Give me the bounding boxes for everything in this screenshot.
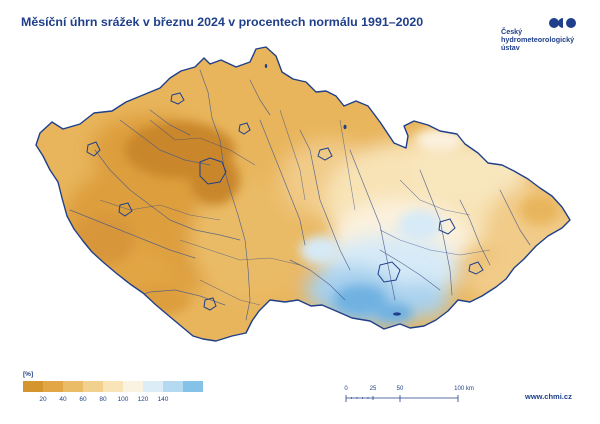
legend-tick-label: 60 [79, 396, 87, 403]
legend-swatch [103, 381, 123, 392]
logo-line: hydrometeorologický [501, 35, 575, 44]
chmi-logo-icon [549, 18, 576, 28]
chmi-logo: Český hydrometeorologický ústav [501, 16, 585, 52]
logo-line: Český [501, 27, 523, 36]
logo-line: ústav [501, 43, 520, 52]
legend-swatch [43, 381, 63, 392]
legend-swatch [123, 381, 143, 392]
legend-tick-label: 80 [99, 396, 107, 403]
legend-tick-label: 20 [39, 396, 47, 403]
scale-label: 0 [344, 386, 348, 392]
scale-label: 100 km [454, 386, 474, 392]
legend-tick-label: 140 [157, 396, 169, 403]
legend-swatch [163, 381, 183, 392]
legend-swatch [143, 381, 163, 392]
legend-swatch [83, 381, 103, 392]
legend-swatch [183, 381, 203, 392]
legend-color-bar [23, 381, 203, 392]
reservoirs [264, 64, 401, 316]
scale-label: 25 [369, 386, 377, 392]
legend-swatch [63, 381, 83, 392]
legend-tick-label: 120 [137, 396, 149, 403]
chmi-logo-text: Český hydrometeorologický ústav [501, 28, 574, 52]
legend-tick-label: 40 [59, 396, 67, 403]
scale-bar: 0 25 50 100 km [342, 386, 474, 408]
legend-ticks: 20 40 60 80 100 120 140 [23, 396, 203, 406]
website-link[interactable]: www.chmi.cz [525, 392, 572, 401]
scale-label: 50 [396, 386, 404, 392]
country-border [35, 46, 571, 342]
map-title: Měsíční úhrn srážek v březnu 2024 v proc… [21, 15, 424, 29]
legend-tick-label: 100 [117, 396, 129, 403]
city-outlines [86, 92, 484, 311]
legend-unit: [%] [23, 371, 34, 378]
legend-swatch [23, 381, 43, 392]
scale-bar-graphic [345, 395, 459, 402]
